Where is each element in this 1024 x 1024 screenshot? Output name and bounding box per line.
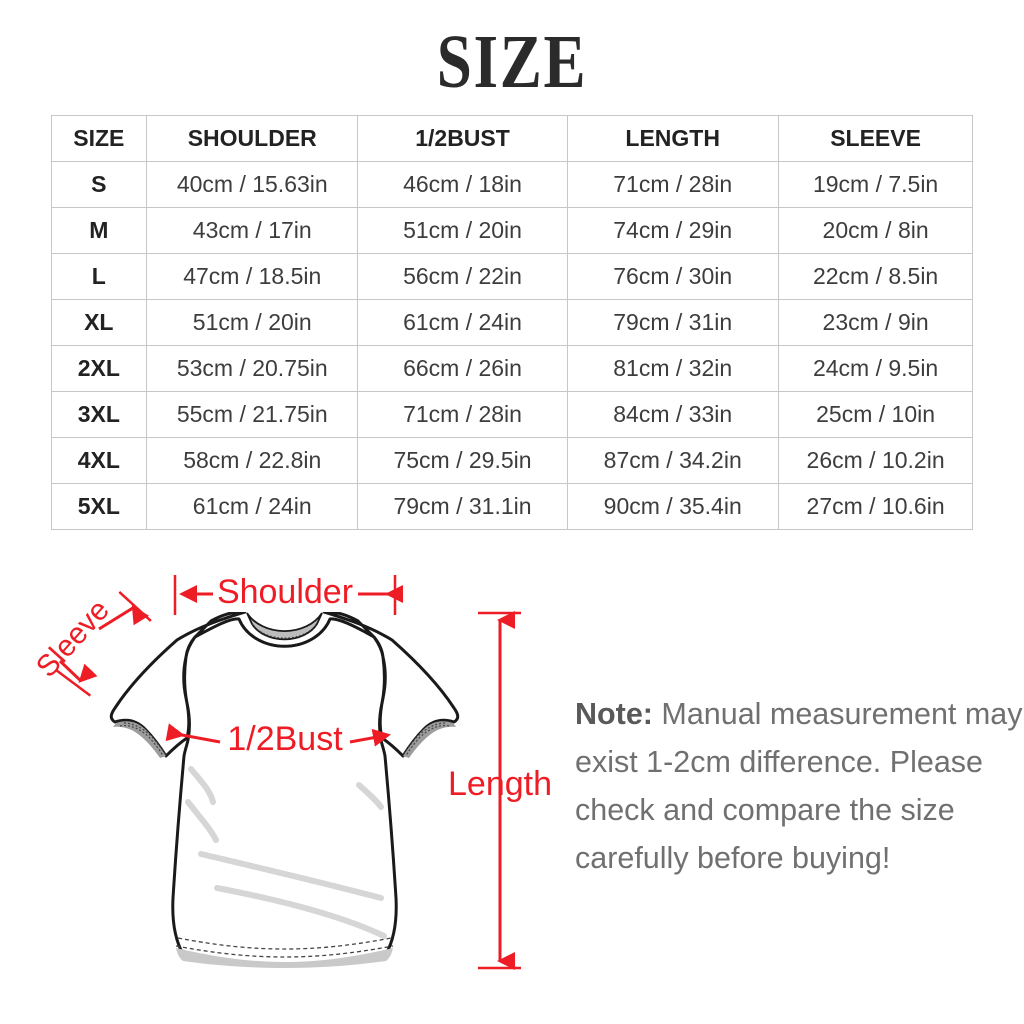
svg-text:Length: Length: [448, 765, 552, 803]
svg-text:1/2Bust: 1/2Bust: [227, 720, 343, 758]
svg-text:Sleeve: Sleeve: [30, 594, 116, 684]
svg-text:Shoulder: Shoulder: [217, 573, 353, 611]
